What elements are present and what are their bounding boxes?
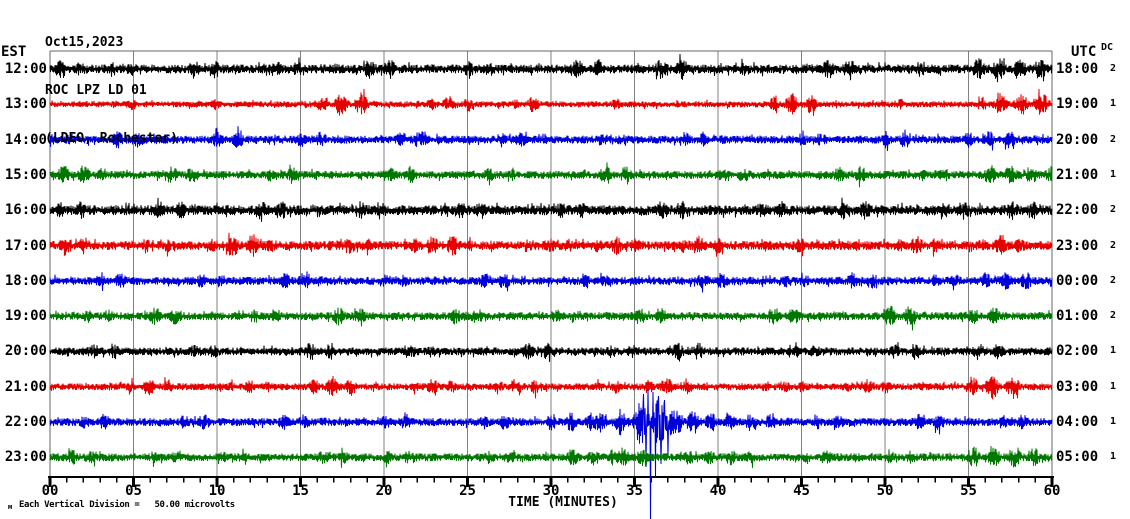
x-tick-label: 45 <box>793 483 810 499</box>
est-time-label: 18:00 <box>4 272 47 289</box>
plot-header: Oct15,2023 ROC LPZ LD 01 (LDEO, Rocheste… <box>45 3 178 179</box>
utc-time-label: 19:00 <box>1056 96 1099 113</box>
est-time-label: 12:00 <box>4 61 47 77</box>
x-tick-label: 35 <box>626 483 643 499</box>
vertical-scale-note: Each Vertical Division = 50.00 microvolt… <box>19 500 235 510</box>
trace-1800-est <box>49 271 1053 293</box>
trace-1600-est <box>49 197 1053 222</box>
x-tick-label: 20 <box>375 483 393 499</box>
trace-2000-est <box>49 342 1053 362</box>
dc-value: 1 <box>1109 345 1116 357</box>
header-location: (LDEO, Rochester) <box>45 131 179 146</box>
est-time-label: 22:00 <box>4 414 47 430</box>
x-tick-label: 55 <box>960 483 977 499</box>
dc-value: 1 <box>1109 451 1116 463</box>
utc-time-label: 18:00 <box>1056 61 1099 77</box>
x-tick-label: 00 <box>41 483 59 499</box>
x-tick-label: 40 <box>709 483 727 499</box>
utc-time-label: 23:00 <box>1056 237 1099 254</box>
dc-value: 2 <box>1109 274 1116 286</box>
left-timezone-label: EST <box>1 44 27 60</box>
watermark-glyph: м <box>8 503 13 511</box>
utc-time-label: 00:00 <box>1056 272 1099 289</box>
trace-1400-est <box>49 126 1053 152</box>
dc-column-header: DC <box>1101 42 1114 53</box>
dc-value: 2 <box>1109 310 1116 322</box>
utc-time-label: 21:00 <box>1056 166 1099 183</box>
header-date: Oct15,2023 <box>45 35 124 50</box>
x-tick-label: 50 <box>876 483 894 499</box>
trace-1500-est <box>49 162 1053 188</box>
est-time-label: 13:00 <box>4 96 47 113</box>
trace-2100-est <box>49 375 1053 400</box>
dc-value: 2 <box>1109 239 1116 251</box>
x-tick-label: 25 <box>459 483 476 499</box>
utc-time-label: 01:00 <box>1056 308 1099 325</box>
x-axis-title: TIME (MINUTES) <box>508 495 618 510</box>
x-tick-label: 30 <box>542 483 560 499</box>
dc-value: 1 <box>1109 168 1116 180</box>
trace-1700-est <box>49 232 1053 257</box>
x-tick-label: 60 <box>1043 483 1061 499</box>
est-time-label: 19:00 <box>4 308 47 325</box>
right-timezone-label: UTC <box>1071 44 1097 60</box>
dc-value: 2 <box>1109 133 1116 145</box>
est-time-label: 23:00 <box>4 449 47 466</box>
header-station: ROC LPZ LD 01 <box>45 83 147 98</box>
dc-value: 1 <box>1109 416 1116 427</box>
x-tick-label: 15 <box>292 483 309 499</box>
est-time-label: 15:00 <box>4 166 47 183</box>
est-time-label: 14:00 <box>4 131 47 148</box>
dc-value: 1 <box>1109 98 1116 110</box>
est-time-label: 16:00 <box>4 202 47 219</box>
utc-time-label: 05:00 <box>1056 449 1099 466</box>
utc-time-label: 02:00 <box>1056 343 1099 360</box>
utc-time-label: 22:00 <box>1056 202 1099 219</box>
dc-value: 2 <box>1109 63 1116 74</box>
est-time-label: 17:00 <box>4 237 47 254</box>
x-tick-label: 05 <box>125 483 142 499</box>
dc-value: 1 <box>1109 380 1116 392</box>
utc-time-label: 04:00 <box>1056 414 1099 430</box>
trace-2300-est <box>49 446 1053 468</box>
trace-2200-est <box>49 389 1053 519</box>
est-time-label: 21:00 <box>4 378 47 395</box>
utc-time-label: 20:00 <box>1056 131 1099 148</box>
utc-time-label: 03:00 <box>1056 378 1099 395</box>
trace-1300-est <box>49 88 1053 116</box>
x-tick-label: 10 <box>208 483 226 499</box>
trace-1200-est <box>49 53 1053 83</box>
trace-1900-est <box>49 305 1053 331</box>
dc-value: 2 <box>1109 204 1116 216</box>
est-time-label: 20:00 <box>4 343 47 360</box>
